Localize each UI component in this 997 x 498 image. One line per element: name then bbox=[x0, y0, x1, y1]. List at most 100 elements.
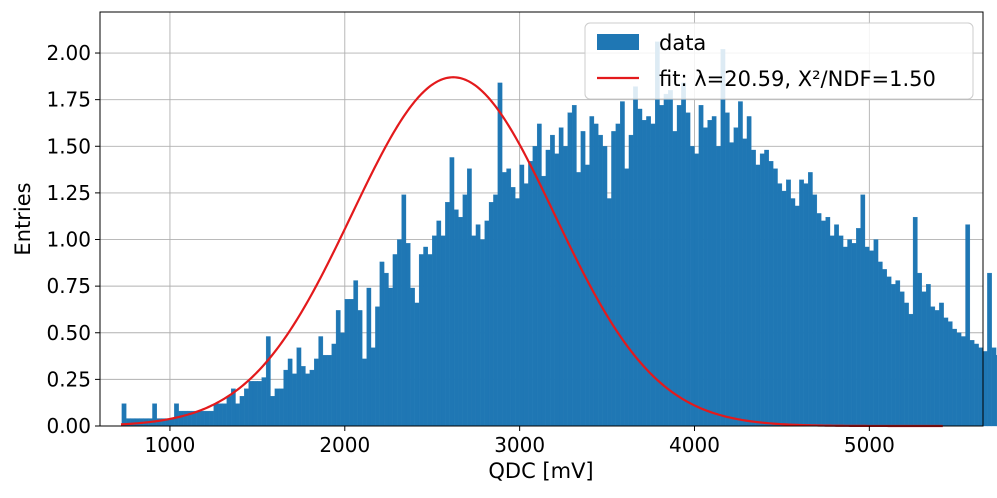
histogram-bar bbox=[453, 209, 459, 427]
histogram-bar bbox=[392, 254, 398, 427]
histogram-bar bbox=[934, 310, 940, 427]
histogram-bar bbox=[908, 313, 914, 427]
histogram-bar bbox=[239, 396, 245, 427]
histogram-bar bbox=[488, 202, 494, 427]
histogram-bar bbox=[318, 336, 324, 427]
histogram-bar bbox=[222, 403, 227, 427]
histogram-bar bbox=[335, 310, 341, 427]
histogram-bar bbox=[292, 373, 297, 427]
histogram-bar bbox=[773, 168, 778, 427]
histogram-bar bbox=[563, 146, 568, 427]
histogram-bar bbox=[838, 235, 844, 427]
histogram-bar bbox=[226, 396, 232, 427]
histogram-bar bbox=[598, 134, 603, 427]
histogram-bar bbox=[353, 280, 359, 427]
histogram-bar bbox=[379, 261, 385, 427]
histogram-bar bbox=[904, 302, 909, 427]
histogram-bar bbox=[410, 287, 415, 427]
histogram-bar bbox=[864, 246, 870, 427]
histogram-bar bbox=[720, 49, 726, 427]
legend: data fit: λ=20.59, Χ²/NDF=1.50 bbox=[584, 22, 974, 100]
histogram-bar bbox=[856, 228, 861, 427]
plot-frame bbox=[99, 11, 984, 427]
histogram-bar bbox=[899, 291, 905, 427]
histogram-bar bbox=[842, 246, 848, 427]
histogram-bar bbox=[921, 291, 927, 427]
histogram-bar bbox=[357, 310, 363, 427]
histogram-bar bbox=[860, 194, 866, 427]
histogram-bar bbox=[877, 261, 883, 427]
histogram-bar bbox=[987, 272, 992, 427]
histogram-bar bbox=[768, 161, 774, 427]
histogram-bar bbox=[659, 105, 665, 427]
histogram-bar bbox=[519, 164, 525, 427]
histogram-bar bbox=[650, 123, 656, 427]
histogram-bar bbox=[624, 168, 630, 427]
histogram-bar bbox=[257, 381, 262, 427]
histogram-bar bbox=[449, 157, 455, 427]
histogram-bar bbox=[816, 213, 822, 427]
y-tick-label: 1.75 bbox=[46, 88, 91, 112]
x-tick-label: 5000 bbox=[844, 433, 895, 457]
histogram-bar bbox=[615, 123, 621, 427]
histogram-bar bbox=[847, 239, 853, 427]
histogram-bar bbox=[536, 123, 542, 427]
y-tick-label: 1.50 bbox=[46, 134, 91, 158]
histogram-bar bbox=[550, 134, 555, 427]
histogram-bar bbox=[178, 410, 184, 427]
histogram-bar bbox=[213, 403, 219, 427]
histogram-bar bbox=[882, 269, 887, 427]
histogram-bar bbox=[803, 183, 809, 427]
histogram-bar bbox=[217, 403, 223, 427]
histogram-bar bbox=[309, 369, 315, 427]
histogram-bar bbox=[366, 287, 372, 427]
histogram-bar bbox=[895, 280, 901, 427]
histogram-bar bbox=[794, 205, 800, 427]
histogram-bar bbox=[340, 332, 345, 427]
histogram-bar bbox=[209, 410, 214, 427]
histogram-bar bbox=[606, 198, 612, 427]
histogram-bar bbox=[729, 142, 734, 427]
histogram-bar bbox=[960, 336, 966, 427]
histogram-bar bbox=[974, 343, 979, 427]
histogram-bar bbox=[362, 358, 367, 427]
x-axis-ticks: 1000 2000 3000 4000 5000 bbox=[144, 426, 895, 457]
histogram-bar bbox=[445, 202, 450, 427]
histogram-bar bbox=[620, 101, 625, 427]
histogram-bar bbox=[746, 116, 752, 427]
histogram-bar bbox=[475, 224, 481, 427]
histogram-bar bbox=[296, 347, 302, 427]
histogram-bar bbox=[781, 190, 787, 427]
y-tick-label: 0.25 bbox=[46, 367, 91, 391]
histogram-bar bbox=[265, 336, 271, 427]
histogram-bar bbox=[244, 388, 249, 427]
y-tick-label: 2.00 bbox=[46, 41, 91, 65]
histogram-bar bbox=[912, 216, 918, 427]
legend-label-fit: fit: λ=20.59, Χ²/NDF=1.50 bbox=[659, 67, 936, 91]
histogram-bar bbox=[982, 351, 988, 427]
histogram-bar bbox=[204, 410, 210, 427]
histogram-bar bbox=[370, 347, 376, 427]
histogram-bar bbox=[707, 120, 713, 427]
histogram-bar bbox=[344, 299, 350, 427]
histogram-bar bbox=[305, 373, 310, 427]
histogram-bar bbox=[742, 138, 748, 427]
histogram-bar bbox=[633, 86, 638, 427]
histogram-bar bbox=[939, 302, 944, 427]
histogram-bar bbox=[383, 272, 389, 427]
histogram-bar bbox=[703, 127, 708, 427]
histogram-bar bbox=[274, 388, 280, 427]
histogram-bar bbox=[711, 116, 717, 427]
histogram-bar bbox=[458, 216, 463, 427]
histogram-bar bbox=[532, 146, 538, 427]
histogram-bar bbox=[467, 168, 472, 427]
histogram-bar bbox=[480, 239, 485, 427]
histogram-bar bbox=[493, 194, 498, 427]
histogram-bar bbox=[196, 410, 201, 427]
histogram-bar bbox=[676, 105, 682, 427]
histogram-bar bbox=[375, 306, 380, 427]
histogram-bar bbox=[567, 112, 573, 427]
histogram-bar bbox=[751, 149, 756, 427]
histogram-bar bbox=[689, 146, 695, 427]
